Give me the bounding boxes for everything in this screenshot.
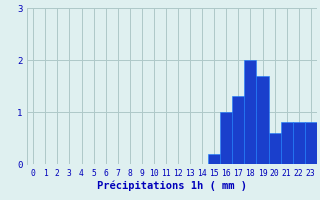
Bar xyxy=(220,112,232,164)
Bar xyxy=(232,96,244,164)
Bar xyxy=(268,133,281,164)
Bar xyxy=(208,154,220,164)
Bar xyxy=(256,76,268,164)
Bar xyxy=(244,60,256,164)
Bar xyxy=(293,122,305,164)
X-axis label: Précipitations 1h ( mm ): Précipitations 1h ( mm ) xyxy=(97,181,247,191)
Bar xyxy=(305,122,317,164)
Bar xyxy=(281,122,293,164)
